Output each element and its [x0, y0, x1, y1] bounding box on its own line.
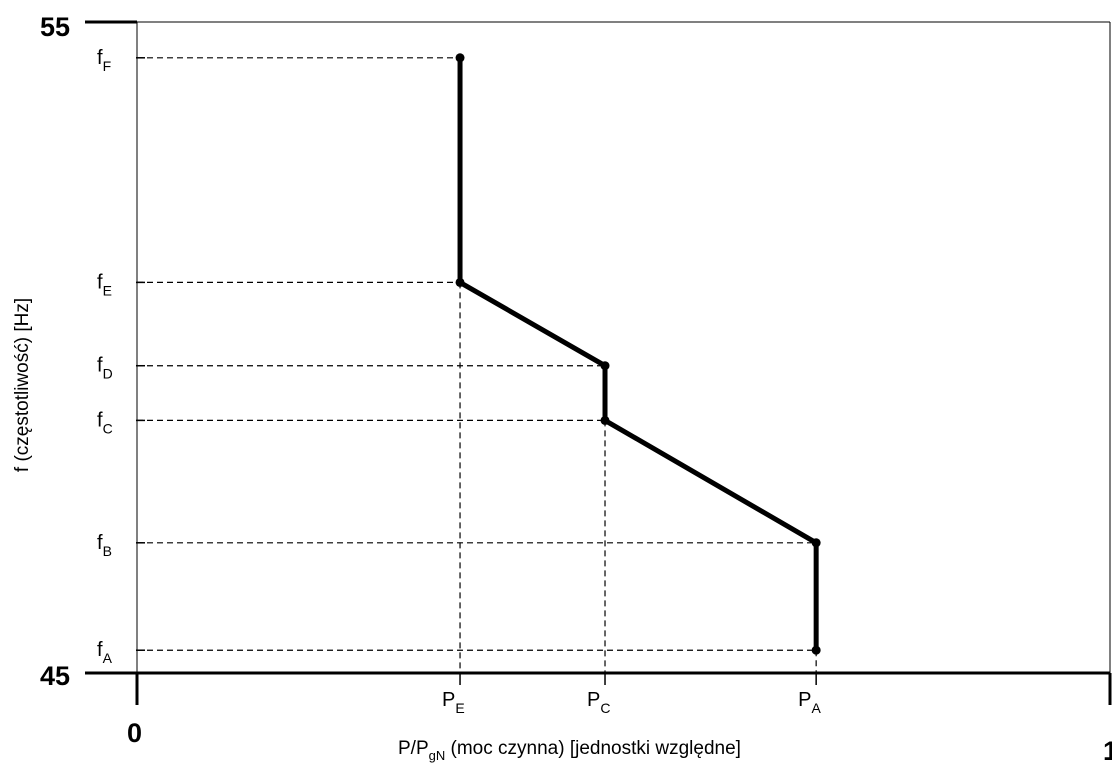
x-axis-title: P/PgN (moc czynna) [jednostki względne] — [398, 738, 741, 763]
y-axis-max-label: 55 — [40, 12, 70, 42]
data-point-2 — [455, 277, 465, 287]
characteristic-line — [457, 57, 819, 651]
y-axis-min-label: 45 — [40, 661, 70, 691]
y-tick-label-fA: fA — [97, 639, 113, 666]
x-tick-label-PC: PC — [587, 689, 610, 716]
data-point-3 — [600, 361, 610, 371]
y-tick-label-fC: fC — [97, 409, 113, 436]
data-point-5 — [811, 538, 821, 548]
x-tick-label-PE: PE — [442, 689, 465, 716]
y-tick-label-fF: fF — [97, 47, 111, 74]
data-point-6 — [811, 645, 821, 655]
series-layer — [455, 53, 821, 655]
data-point-4 — [600, 415, 610, 425]
x-axis-title-main: P/P — [398, 738, 429, 759]
x-axis-min-label: 0 — [127, 718, 142, 748]
tick-labels: fF fE fD fC fB fA PE PC PA — [97, 47, 821, 716]
data-point-1 — [455, 53, 465, 63]
y-tick-label-fE: fE — [97, 271, 112, 298]
guide-lines — [136, 57, 817, 685]
y-tick-label-fB: fB — [97, 532, 112, 559]
x-axis-max-label: 1 — [1103, 736, 1112, 766]
x-axis-title-rest: (moc czynna) [jednostki względne] — [445, 738, 741, 759]
y-tick-label-fD: fD — [97, 355, 113, 382]
x-tick-label-PA: PA — [798, 689, 821, 716]
y-axis-title: f (częstotliwość) [Hz] — [12, 298, 33, 472]
x-axis-title-sub: gN — [429, 748, 446, 763]
